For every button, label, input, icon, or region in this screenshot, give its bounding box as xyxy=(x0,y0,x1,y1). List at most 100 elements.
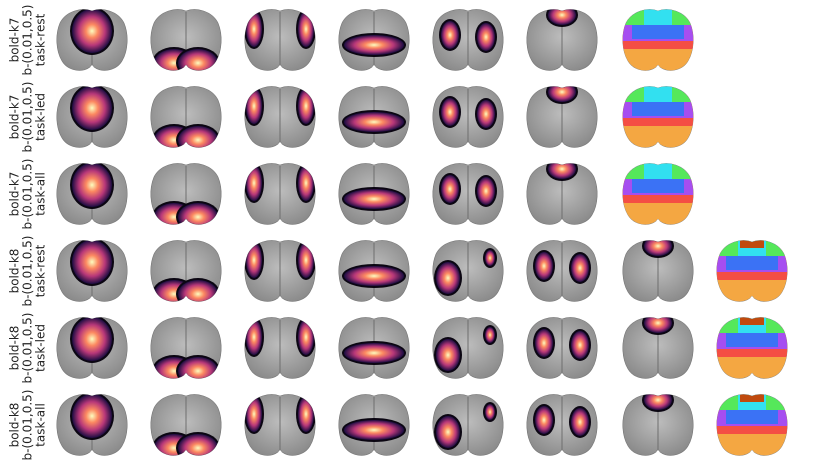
component-map xyxy=(240,82,320,152)
component-map xyxy=(52,313,132,383)
component-map xyxy=(618,236,698,306)
component-map xyxy=(240,5,320,75)
row-label-text: bold-k7 b-(0.01,0.5) task-all xyxy=(8,159,48,230)
brain-map-svg xyxy=(56,394,128,456)
component-map xyxy=(428,82,508,152)
row-label-line: task-all xyxy=(33,172,48,216)
row-label-text: bold-k7 b-(0.01,0.5) task-led xyxy=(8,82,48,153)
row-label: bold-k8 b-(0.01,0.5) task-all xyxy=(0,390,56,461)
component-map xyxy=(428,236,508,306)
brain-map-svg xyxy=(150,317,222,379)
parcellation-map xyxy=(618,82,698,152)
component-map xyxy=(240,159,320,229)
brain-map-svg xyxy=(622,86,694,148)
brain-map-svg xyxy=(432,240,504,302)
component-map xyxy=(146,5,226,75)
parcellation-map xyxy=(712,236,792,306)
component-map xyxy=(52,159,132,229)
row-label-line: task-led xyxy=(33,324,48,372)
component-map xyxy=(52,390,132,460)
brain-map-svg xyxy=(150,86,222,148)
brain-map-svg xyxy=(244,317,316,379)
brain-map-svg xyxy=(432,9,504,71)
component-map xyxy=(428,159,508,229)
brain-map-svg xyxy=(622,240,694,302)
brain-map-svg xyxy=(56,9,128,71)
component-map xyxy=(334,390,414,460)
brain-map-svg xyxy=(716,317,788,379)
row-label: bold-k7 b-(0.01,0.5) task-all xyxy=(0,159,56,230)
brain-map-svg xyxy=(432,163,504,225)
row-label-text: bold-k8 b-(0.01,0.5) task-rest xyxy=(8,236,48,307)
brain-map-svg xyxy=(622,394,694,456)
component-map xyxy=(146,236,226,306)
brain-map-svg xyxy=(338,9,410,71)
component-map xyxy=(146,82,226,152)
brain-map-svg xyxy=(526,86,598,148)
brain-map-svg xyxy=(56,163,128,225)
parcellation-map xyxy=(618,159,698,229)
brain-map-svg xyxy=(338,394,410,456)
component-map xyxy=(240,390,320,460)
brain-map-svg xyxy=(526,163,598,225)
component-map xyxy=(522,236,602,306)
row-label: bold-k7 b-(0.01,0.5) task-rest xyxy=(0,5,56,76)
component-map xyxy=(428,5,508,75)
row-label: bold-k8 b-(0.01,0.5) task-led xyxy=(0,313,56,384)
brain-map-svg xyxy=(432,394,504,456)
brain-map-svg xyxy=(150,240,222,302)
component-map xyxy=(52,236,132,306)
row-label-line: task-all xyxy=(33,403,48,447)
component-map xyxy=(428,313,508,383)
brain-map-svg xyxy=(244,394,316,456)
component-map xyxy=(334,82,414,152)
component-map xyxy=(334,159,414,229)
component-map xyxy=(618,390,698,460)
component-map xyxy=(334,236,414,306)
component-map xyxy=(240,313,320,383)
brain-map-svg xyxy=(526,240,598,302)
brain-map-svg xyxy=(338,317,410,379)
brain-map-svg xyxy=(56,240,128,302)
component-map xyxy=(146,390,226,460)
brain-map-svg xyxy=(56,317,128,379)
brain-map-svg xyxy=(244,163,316,225)
brain-map-svg xyxy=(622,163,694,225)
component-map xyxy=(334,313,414,383)
brain-map-svg xyxy=(244,240,316,302)
brain-map-svg xyxy=(526,9,598,71)
brain-map-svg xyxy=(244,9,316,71)
brain-map-svg xyxy=(432,86,504,148)
row-label: bold-k8 b-(0.01,0.5) task-rest xyxy=(0,236,56,307)
component-map xyxy=(428,390,508,460)
component-map xyxy=(146,159,226,229)
brain-map-svg xyxy=(338,240,410,302)
row-label: bold-k7 b-(0.01,0.5) task-led xyxy=(0,82,56,153)
brain-map-svg xyxy=(56,86,128,148)
brain-map-svg xyxy=(338,86,410,148)
component-map xyxy=(240,236,320,306)
component-map xyxy=(522,390,602,460)
brain-map-svg xyxy=(716,394,788,456)
row-label-text: bold-k8 b-(0.01,0.5) task-led xyxy=(8,313,48,384)
component-map xyxy=(522,5,602,75)
component-map xyxy=(522,159,602,229)
row-label-text: bold-k7 b-(0.01,0.5) task-rest xyxy=(8,5,48,76)
component-map xyxy=(52,82,132,152)
parcellation-map xyxy=(712,313,792,383)
row-label-line: task-rest xyxy=(33,13,48,67)
component-map xyxy=(522,313,602,383)
brain-map-svg xyxy=(150,394,222,456)
parcellation-map xyxy=(712,390,792,460)
brain-map-svg xyxy=(526,394,598,456)
parcellation-map xyxy=(618,5,698,75)
row-label-text: bold-k8 b-(0.01,0.5) task-all xyxy=(8,390,48,461)
brain-map-svg xyxy=(150,9,222,71)
component-map xyxy=(522,82,602,152)
brain-map-svg xyxy=(338,163,410,225)
brain-map-svg xyxy=(716,240,788,302)
component-map xyxy=(334,5,414,75)
brain-map-svg xyxy=(244,86,316,148)
row-label-line: task-rest xyxy=(33,244,48,298)
brain-map-svg xyxy=(150,163,222,225)
